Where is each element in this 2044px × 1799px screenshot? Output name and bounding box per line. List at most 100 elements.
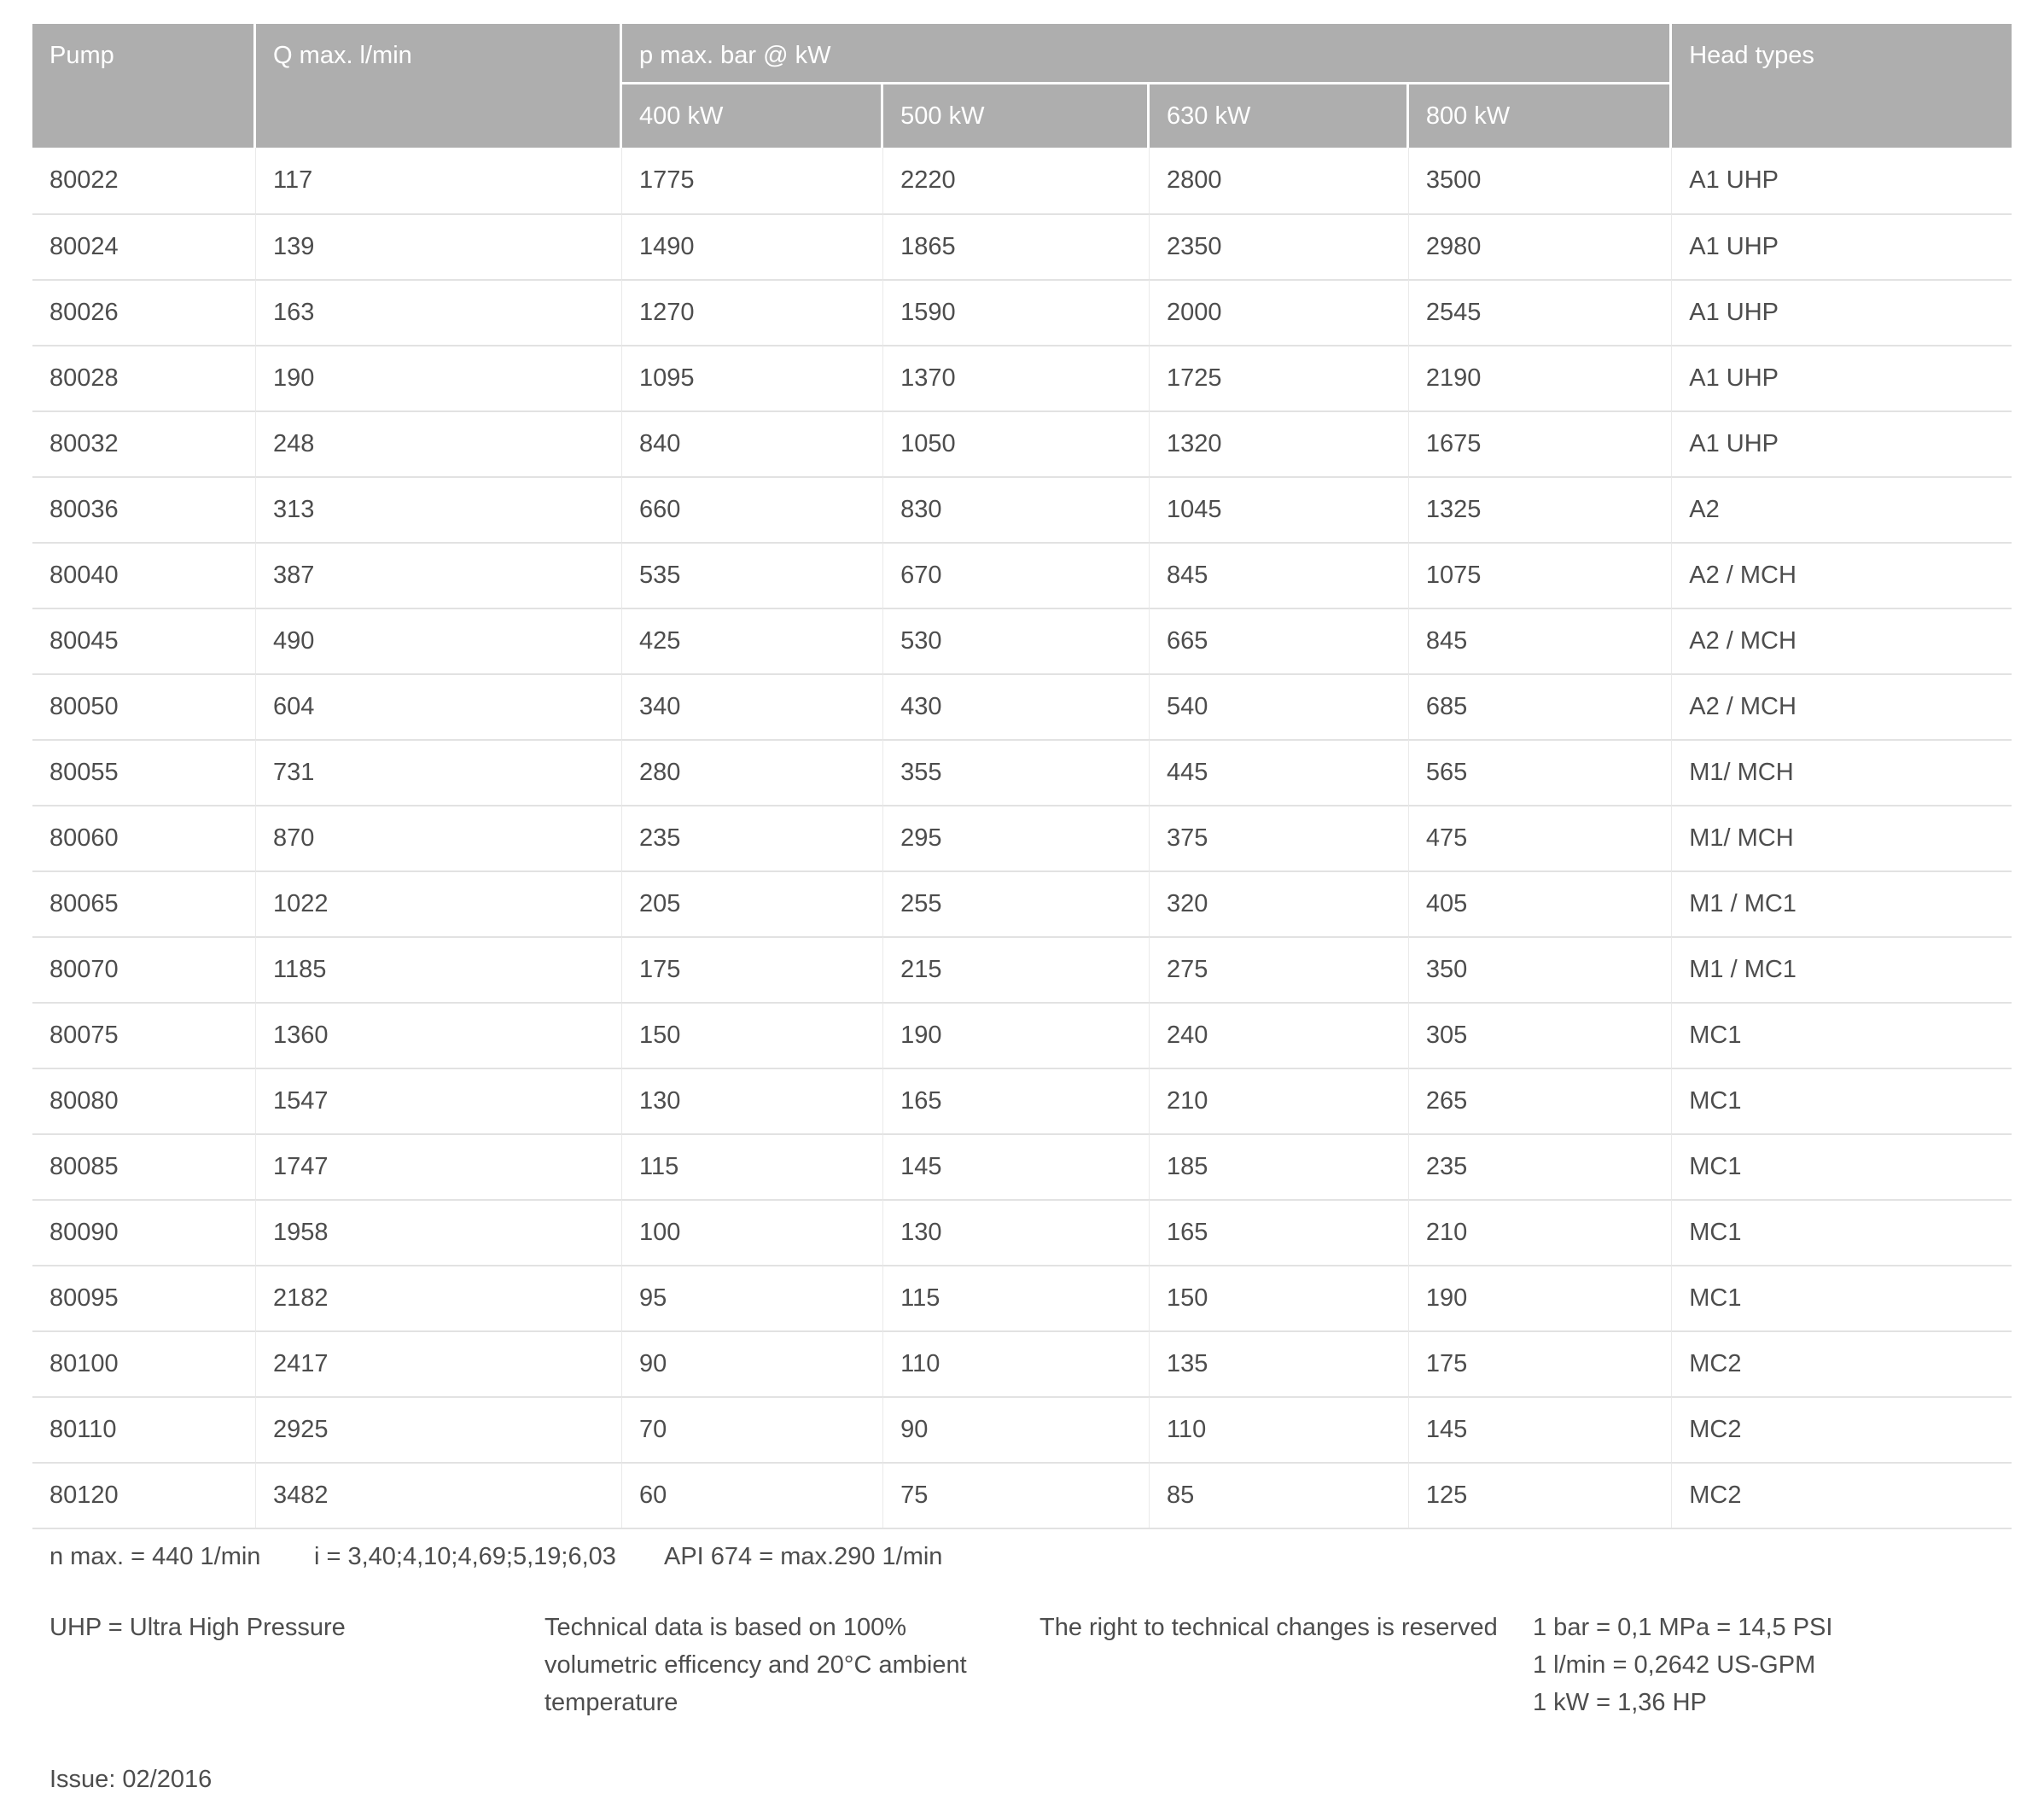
- table-row: 80110 2925 70 90 110 145 MC2: [32, 1396, 2012, 1462]
- p-max-630kw-cell: 135: [1150, 1330, 1409, 1396]
- p-max-400kw-cell: 235: [622, 805, 884, 870]
- conversion-kw: 1 kW = 1,36 HP: [1533, 1689, 1707, 1716]
- p-max-500kw-cell: 75: [883, 1462, 1150, 1528]
- column-header-q-max: Q max. l/min: [256, 24, 623, 148]
- table-row: 80075 1360 150 190 240 305 MC1: [32, 1002, 2012, 1068]
- head-types-cell: MC2: [1672, 1396, 2012, 1462]
- p-max-630kw-cell: 165: [1150, 1199, 1409, 1265]
- p-max-500kw-cell: 190: [883, 1002, 1150, 1068]
- p-max-500kw-cell: 830: [883, 476, 1150, 542]
- notes-section: UHP = Ultra High Pressure Technical data…: [32, 1609, 2012, 1721]
- q-max-cell: 1360: [256, 1002, 623, 1068]
- note-gear-ratios: i = 3,40;4,10;4,69;5,19;6,03: [314, 1543, 616, 1570]
- head-types-cell: A2 / MCH: [1672, 673, 2012, 739]
- q-max-cell: 3482: [256, 1462, 623, 1528]
- head-types-cell: M1/ MCH: [1672, 805, 2012, 870]
- head-types-cell: MC1: [1672, 1002, 2012, 1068]
- q-max-cell: 1022: [256, 870, 623, 936]
- p-max-400kw-cell: 175: [622, 936, 884, 1002]
- p-max-630kw-cell: 210: [1150, 1068, 1409, 1133]
- p-max-630kw-cell: 445: [1150, 739, 1409, 805]
- p-max-630kw-cell: 110: [1150, 1396, 1409, 1462]
- q-max-cell: 248: [256, 410, 623, 476]
- pump-cell: 80090: [32, 1199, 257, 1265]
- p-max-630kw-cell: 1725: [1150, 345, 1409, 410]
- note-n-max: n max. = 440 1/min: [49, 1543, 261, 1570]
- p-max-500kw-cell: 430: [883, 673, 1150, 739]
- head-types-cell: MC1: [1672, 1068, 2012, 1133]
- head-types-cell: A2: [1672, 476, 2012, 542]
- p-max-500kw-cell: 115: [883, 1265, 1150, 1330]
- p-max-800kw-cell: 125: [1408, 1462, 1673, 1528]
- p-max-630kw-cell: 240: [1150, 1002, 1409, 1068]
- q-max-cell: 490: [256, 608, 623, 673]
- q-max-cell: 313: [256, 476, 623, 542]
- table-row: 80026 163 1270 1590 2000 2545 A1 UHP: [32, 279, 2012, 345]
- p-max-500kw-cell: 165: [883, 1068, 1150, 1133]
- q-max-cell: 1547: [256, 1068, 623, 1133]
- head-types-cell: MC2: [1672, 1462, 2012, 1528]
- p-max-400kw-cell: 840: [622, 410, 884, 476]
- table-row: 80060 870 235 295 375 475 M1/ MCH: [32, 805, 2012, 870]
- p-max-400kw-cell: 660: [622, 476, 884, 542]
- head-types-cell: MC1: [1672, 1265, 2012, 1330]
- head-types-cell: M1 / MC1: [1672, 936, 2012, 1002]
- pump-cell: 80120: [32, 1462, 257, 1528]
- p-max-800kw-cell: 235: [1408, 1133, 1673, 1199]
- p-max-500kw-cell: 215: [883, 936, 1150, 1002]
- table-row: 80024 139 1490 1865 2350 2980 A1 UHP: [32, 213, 2012, 279]
- p-max-400kw-cell: 1775: [622, 148, 884, 213]
- column-header-630kw: 630 kW: [1150, 84, 1409, 148]
- table-row: 80045 490 425 530 665 845 A2 / MCH: [32, 608, 2012, 673]
- table-footnotes: n max. = 440 1/min i = 3,40;4,10;4,69;5,…: [32, 1529, 2012, 1571]
- unit-conversions: 1 bar = 0,1 MPa = 14,5 PSI 1 l/min = 0,2…: [1533, 1609, 2011, 1721]
- q-max-cell: 2417: [256, 1330, 623, 1396]
- column-header-pump: Pump: [32, 24, 257, 148]
- p-max-500kw-cell: 1370: [883, 345, 1150, 410]
- q-max-cell: 604: [256, 673, 623, 739]
- head-types-cell: MC2: [1672, 1330, 2012, 1396]
- p-max-630kw-cell: 150: [1150, 1265, 1409, 1330]
- p-max-630kw-cell: 275: [1150, 936, 1409, 1002]
- pump-cell: 80026: [32, 279, 257, 345]
- p-max-400kw-cell: 340: [622, 673, 884, 739]
- p-max-630kw-cell: 665: [1150, 608, 1409, 673]
- pump-cell: 80100: [32, 1330, 257, 1396]
- p-max-500kw-cell: 145: [883, 1133, 1150, 1199]
- note-uhp: UHP = Ultra High Pressure: [49, 1614, 346, 1641]
- pump-cell: 80036: [32, 476, 257, 542]
- head-types-cell: A1 UHP: [1672, 213, 2012, 279]
- table-row: 80036 313 660 830 1045 1325 A2: [32, 476, 2012, 542]
- head-types-cell: A1 UHP: [1672, 410, 2012, 476]
- q-max-cell: 731: [256, 739, 623, 805]
- pump-cell: 80024: [32, 213, 257, 279]
- p-max-800kw-cell: 2545: [1408, 279, 1673, 345]
- q-max-cell: 1958: [256, 1199, 623, 1265]
- pump-cell: 80070: [32, 936, 257, 1002]
- p-max-800kw-cell: 685: [1408, 673, 1673, 739]
- note-rights: The right to technical changes is reserv…: [1039, 1614, 1498, 1641]
- pump-cell: 80080: [32, 1068, 257, 1133]
- column-header-400kw: 400 kW: [622, 84, 884, 148]
- p-max-400kw-cell: 535: [622, 542, 884, 608]
- p-max-630kw-cell: 1320: [1150, 410, 1409, 476]
- p-max-400kw-cell: 150: [622, 1002, 884, 1068]
- p-max-400kw-cell: 1490: [622, 213, 884, 279]
- pump-table-body: 80022 117 1775 2220 2800 3500 A1 UHP 80024 139 14…: [32, 148, 2012, 1528]
- p-max-500kw-cell: 90: [883, 1396, 1150, 1462]
- head-types-cell: MC1: [1672, 1199, 2012, 1265]
- p-max-500kw-cell: 1865: [883, 213, 1150, 279]
- p-max-500kw-cell: 255: [883, 870, 1150, 936]
- p-max-400kw-cell: 280: [622, 739, 884, 805]
- column-header-head-types: Head types: [1672, 24, 2012, 148]
- pump-cell: 80022: [32, 148, 257, 213]
- head-types-cell: M1 / MC1: [1672, 870, 2012, 936]
- p-max-400kw-cell: 1095: [622, 345, 884, 410]
- table-header: Pump Q max. l/min p max. bar @ kW Head t…: [32, 24, 2012, 148]
- head-types-cell: A2 / MCH: [1672, 608, 2012, 673]
- pump-cell: 80110: [32, 1396, 257, 1462]
- p-max-400kw-cell: 100: [622, 1199, 884, 1265]
- q-max-cell: 2925: [256, 1396, 623, 1462]
- p-max-800kw-cell: 1325: [1408, 476, 1673, 542]
- table-row: 80050 604 340 430 540 685 A2 / MCH: [32, 673, 2012, 739]
